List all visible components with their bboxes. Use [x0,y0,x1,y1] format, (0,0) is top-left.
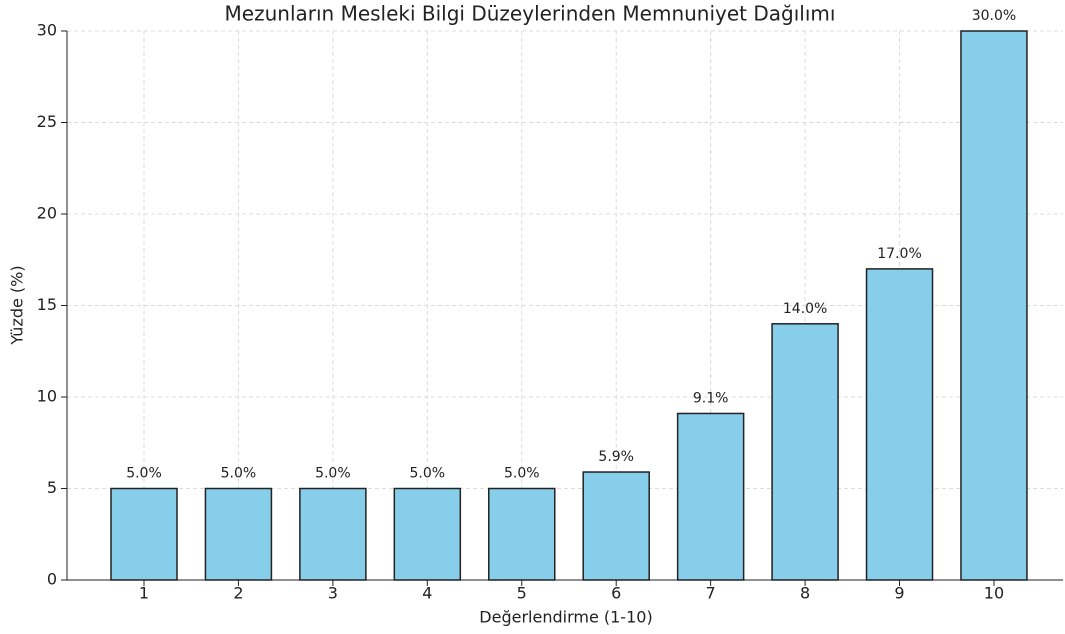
x-tick-label: 10 [984,584,1004,603]
bar [393,487,462,581]
x-axis-label: Değerlendirme (1-10) [479,608,652,627]
y-tick-label: 15 [37,295,57,314]
value-label: 5.0% [504,466,540,482]
value-label: 5.0% [221,466,257,482]
value-label: 30.0% [972,8,1016,24]
x-tick-label: 2 [233,584,243,603]
y-tick-label: 25 [37,112,57,131]
y-tick-label: 5 [47,478,57,497]
value-label: 14.0% [783,301,827,317]
value-label: 5.9% [598,449,634,465]
y-axis-label: Yüzde (%) [8,265,27,345]
bar [865,268,934,581]
y-tick-label: 0 [47,570,57,589]
bar [110,487,178,581]
bar [676,412,745,581]
x-tick-label: 3 [328,584,338,603]
y-tick-label: 20 [37,204,57,223]
bar [771,323,839,581]
value-label: 9.1% [693,390,729,406]
value-label: 5.0% [315,466,351,482]
bar [960,30,1028,581]
x-tick-label: 4 [422,584,432,603]
bar [299,487,367,581]
x-tick-label: 5 [517,584,527,603]
y-tick-label: 30 [37,21,57,40]
chart-title: Mezunların Mesleki Bilgi Düzeylerinden M… [225,2,836,26]
x-tick-label: 6 [611,584,621,603]
bar [488,487,556,581]
bar [204,487,273,581]
x-tick-label: 1 [139,584,149,603]
value-label: 5.0% [126,466,162,482]
x-tick-label: 9 [894,584,904,603]
y-tick-label: 10 [37,387,57,406]
x-tick-label: 7 [706,584,716,603]
value-label: 17.0% [877,246,921,262]
bar [582,471,650,581]
x-tick-label: 8 [800,584,810,603]
value-label: 5.0% [410,466,446,482]
